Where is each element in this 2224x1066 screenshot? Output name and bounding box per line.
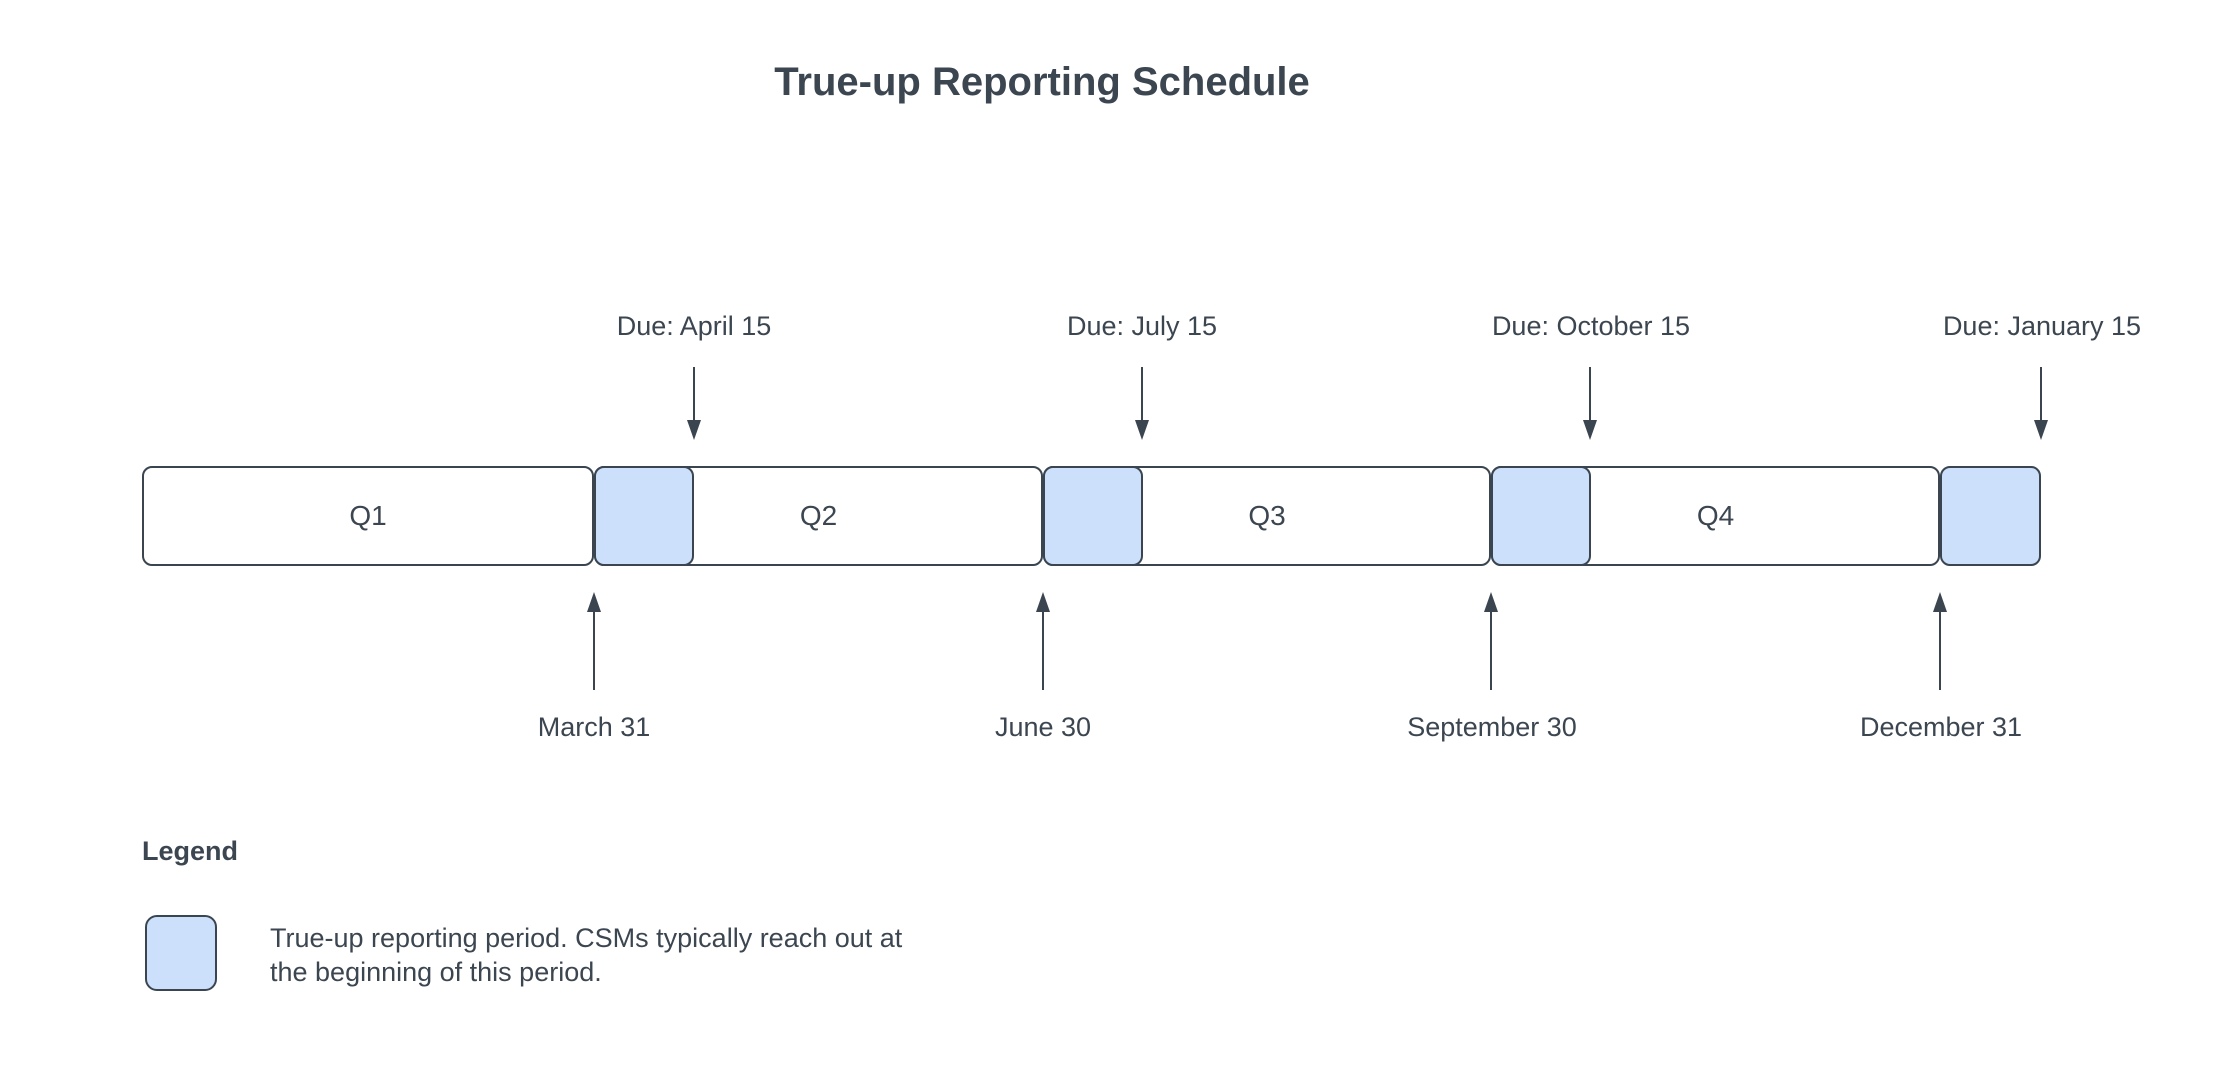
legend-description: True-up reporting period. CSMs typically… [270,921,902,989]
quarter-label: Q4 [1696,500,1735,531]
legend-heading: Legend [142,836,239,866]
arrow-stem [1589,367,1591,420]
page-title: True-up Reporting Schedule [774,60,1310,104]
quarter-end-arrow-up-icon [1484,592,1498,690]
arrow-head [587,592,601,612]
arrow-stem [593,612,595,690]
arrow-head [1583,420,1597,440]
due-date-arrow-down-icon [2034,367,2048,440]
due-date-label: Due: April 15 [616,311,772,341]
due-date-label: Due: January 15 [1942,311,2142,341]
true-up-period-block [1940,466,2041,566]
due-date-arrow-down-icon [1135,367,1149,440]
arrow-stem [1939,612,1941,690]
arrow-stem [1042,612,1044,690]
quarter-box-q1: Q1 [142,466,594,566]
legend-description-line: the beginning of this period. [270,957,602,987]
quarter-end-arrow-up-icon [587,592,601,690]
legend-swatch [145,915,217,991]
quarter-end-arrow-up-icon [1933,592,1947,690]
due-date-arrow-down-icon [687,367,701,440]
arrow-head [1135,420,1149,440]
due-date-label: Due: October 15 [1491,311,1691,341]
legend-description-line: True-up reporting period. CSMs typically… [270,923,903,953]
arrow-head [687,420,701,440]
arrow-head [2034,420,2048,440]
arrow-stem [2040,367,2042,420]
true-up-period-block [1491,466,1591,566]
arrow-head [1484,592,1498,612]
quarter-end-label: September 30 [1407,712,1577,742]
arrow-head [1036,592,1050,612]
true-up-period-block [1043,466,1143,566]
true-up-period-block [594,466,694,566]
quarter-label: Q1 [349,500,387,531]
arrow-stem [693,367,695,420]
arrow-stem [1490,612,1492,690]
due-date-label: Due: July 15 [1066,311,1218,341]
arrow-head [1933,592,1947,612]
quarter-label: Q3 [1248,500,1286,531]
quarter-end-label: March 31 [537,712,651,742]
quarter-end-label: June 30 [994,712,1092,742]
quarter-label: Q2 [799,500,838,531]
quarter-end-label: December 31 [1859,712,2023,742]
quarter-end-arrow-up-icon [1036,592,1050,690]
arrow-stem [1141,367,1143,420]
due-date-arrow-down-icon [1583,367,1597,440]
